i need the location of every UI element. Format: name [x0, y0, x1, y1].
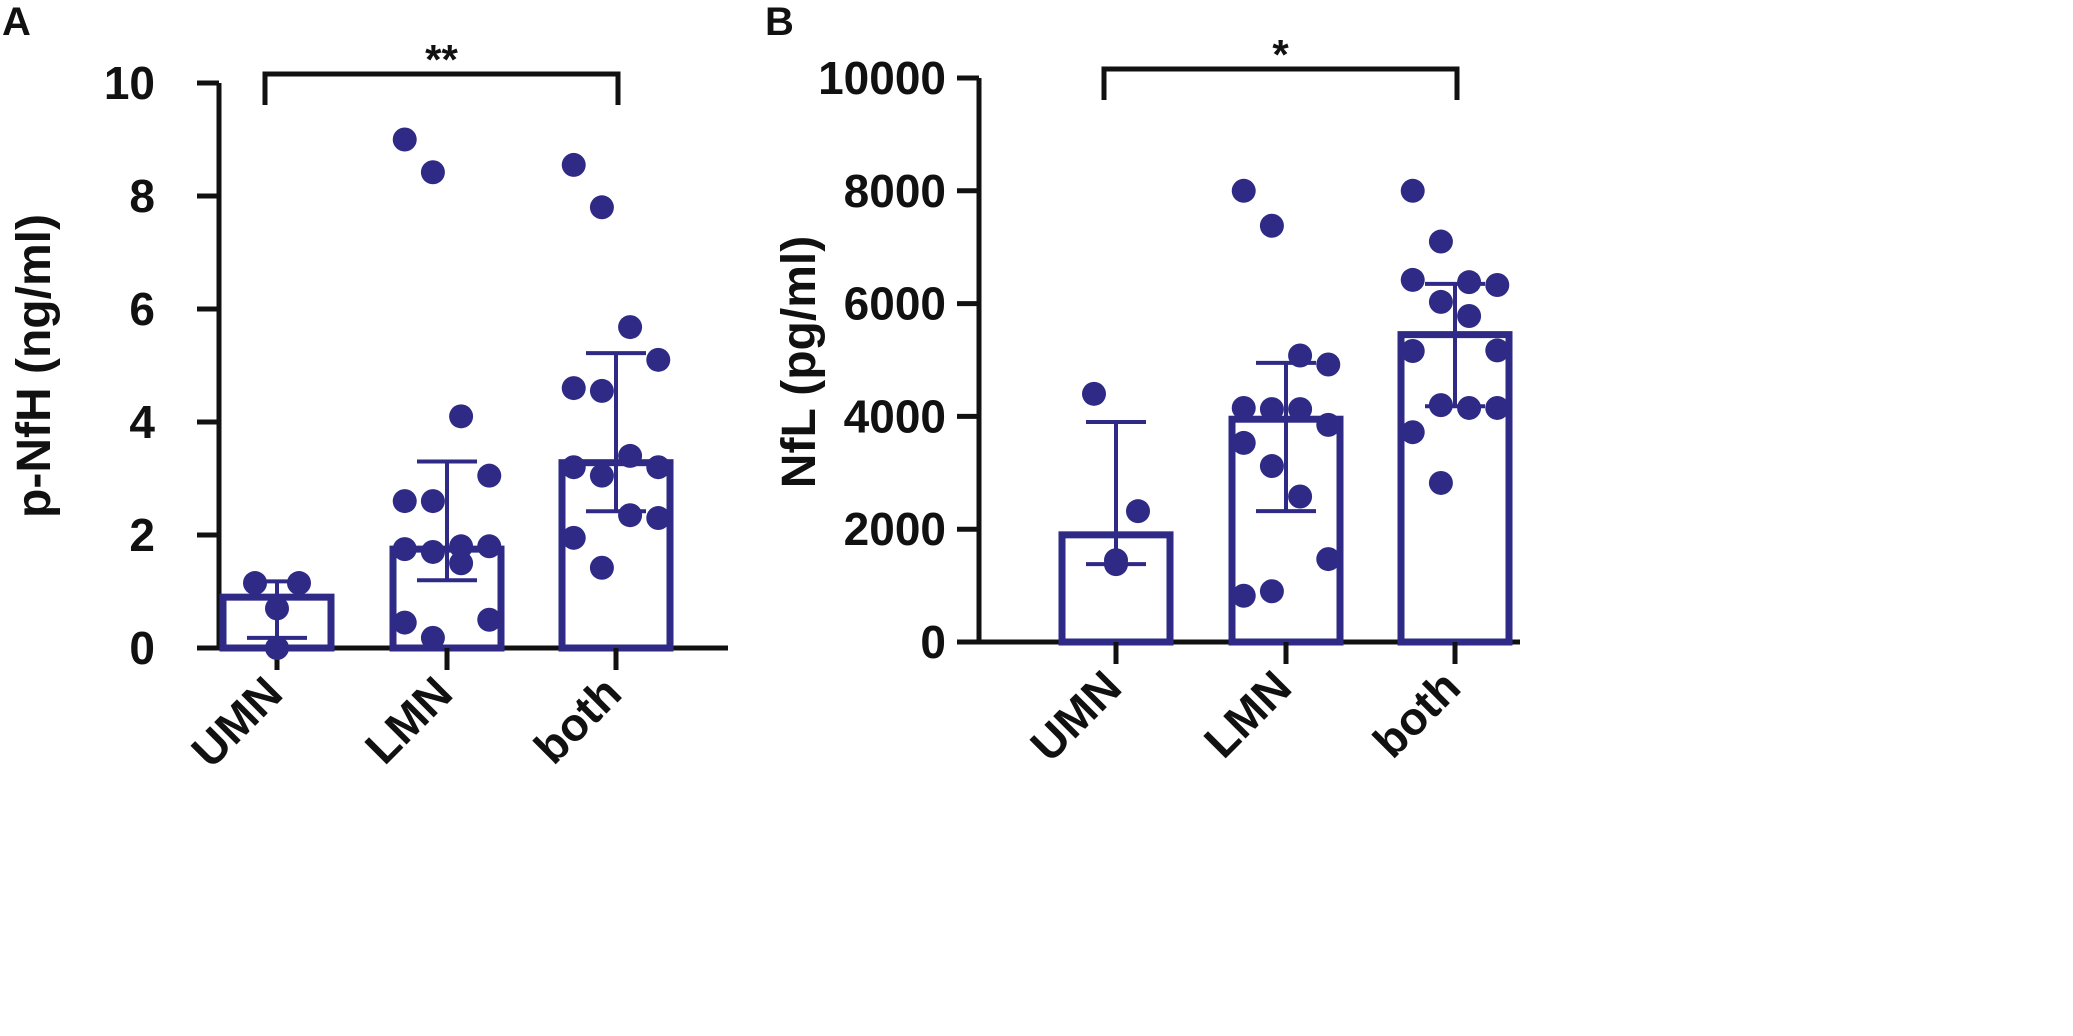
- data-point: [646, 506, 671, 531]
- data-point: [561, 376, 586, 401]
- x-category-label: LMN: [355, 666, 462, 773]
- y-tick-label: 10: [104, 57, 155, 109]
- data-point: [420, 160, 445, 185]
- x-category-label: both: [1363, 660, 1470, 767]
- y-tick-label: 2000: [844, 503, 946, 555]
- significance-label: *: [1272, 31, 1289, 78]
- data-point: [1457, 304, 1482, 329]
- data-point: [561, 152, 586, 177]
- data-point: [1316, 352, 1341, 377]
- x-category-label: UMN: [1020, 660, 1131, 771]
- data-point: [449, 404, 474, 429]
- y-tick-label: 0: [920, 616, 946, 668]
- y-tick-label: 8: [129, 170, 155, 222]
- data-point: [618, 315, 643, 340]
- y-tick-label: 2: [129, 509, 155, 561]
- data-point: [1288, 397, 1313, 422]
- data-point: [420, 539, 445, 564]
- data-point: [392, 537, 417, 562]
- data-point: [1231, 583, 1256, 608]
- data-point: [561, 455, 586, 480]
- data-point: [1428, 289, 1453, 314]
- data-point: [392, 610, 417, 635]
- data-point: [1288, 484, 1313, 509]
- data-point: [1231, 395, 1256, 420]
- data-point: [420, 625, 445, 650]
- data-point: [589, 378, 614, 403]
- data-point: [1428, 229, 1453, 254]
- y-tick-label: 8000: [844, 165, 946, 217]
- data-point: [1316, 547, 1341, 572]
- data-point: [477, 607, 502, 632]
- data-point: [449, 534, 474, 559]
- data-point: [1126, 499, 1150, 524]
- data-point: [392, 127, 417, 152]
- data-point: [420, 489, 445, 514]
- data-point: [589, 463, 614, 488]
- y-tick-label: 4: [129, 396, 155, 448]
- y-tick-label: 0: [129, 622, 155, 674]
- data-point: [1400, 267, 1425, 292]
- data-point: [1428, 470, 1453, 495]
- data-point: [1259, 397, 1284, 422]
- y-tick-label: 10000: [818, 52, 946, 104]
- y-tick-label: 6: [129, 283, 155, 335]
- x-category-label: both: [524, 666, 631, 773]
- significance-label: **: [425, 36, 458, 83]
- y-tick-label: 4000: [844, 390, 946, 442]
- data-point: [561, 525, 586, 550]
- y-tick-label: 6000: [844, 278, 946, 330]
- x-category-label: UMN: [181, 666, 292, 777]
- significance-bracket: [1101, 66, 1460, 100]
- data-point: [1259, 454, 1284, 479]
- data-point: [1400, 338, 1425, 363]
- data-point: [1231, 430, 1256, 455]
- chart-panel-b: B NfL (pg/ml) 0 2000 4000 6000 8000 10000 UMN LMN…: [765, 0, 1520, 771]
- data-point: [589, 195, 614, 220]
- data-point: [1259, 213, 1284, 238]
- x-category-label: LMN: [1194, 660, 1301, 767]
- data-point: [1082, 381, 1106, 406]
- y-axis-title: NfL (pg/ml): [773, 236, 826, 488]
- data-point: [1485, 272, 1510, 297]
- data-point: [477, 534, 502, 559]
- data-point: [1400, 178, 1425, 203]
- data-point: [477, 463, 502, 488]
- data-point: [1485, 395, 1510, 420]
- data-point: [392, 489, 417, 514]
- significance-bracket: [262, 71, 621, 105]
- data-point: [1259, 579, 1284, 604]
- data-point: [646, 455, 671, 480]
- data-point: [449, 551, 474, 576]
- data-point: [618, 443, 643, 468]
- data-point: [1485, 338, 1510, 363]
- data-point: [1400, 420, 1425, 445]
- data-point: [646, 347, 671, 372]
- data-point: [618, 503, 643, 528]
- data-point: [265, 636, 289, 660]
- data-point: [589, 555, 614, 580]
- panel-letter: A: [2, 0, 31, 44]
- chart-panel-a: Ap-NfH (ng/ml) 0 2 4 6 8 10 UMN LMN both **: [2, 0, 728, 777]
- data-point: [1316, 412, 1341, 437]
- data-point: [1231, 178, 1256, 203]
- panel-letter: B: [765, 0, 794, 44]
- y-axis-title: p-NfH (ng/ml): [8, 214, 61, 518]
